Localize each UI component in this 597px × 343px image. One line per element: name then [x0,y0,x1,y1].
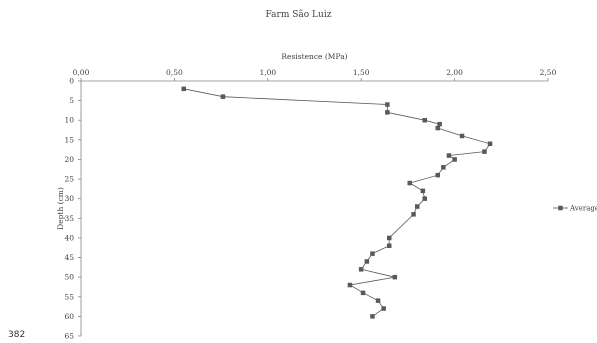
data-point-marker [420,188,426,194]
y-tick-label: 15 [64,135,74,144]
data-point-marker [392,274,398,280]
data-point-marker [482,149,487,154]
x-tick-label: 2,50 [540,68,557,77]
y-tick-label: 5 [69,96,74,105]
data-point-marker [411,212,416,217]
data-point-marker [358,267,364,272]
y-tick-label: 20 [64,155,74,164]
x-tick-label: 1,00 [259,68,276,77]
x-tick-label: 2,00 [446,68,463,77]
series-average [181,86,493,319]
x-tick-label: 0,00 [73,68,90,77]
data-point-marker [422,196,427,201]
series-markers [181,86,493,319]
data-point-marker [387,243,392,248]
y-tick-label: 10 [64,116,74,125]
y-tick-label: 0 [69,77,74,86]
chart-axes: 0,00 0,50 1,00 1,50 2,00 2,50 0 5 10 15 20 25 30 35 4… [64,68,556,341]
data-point-marker [452,157,457,162]
data-point-marker [347,282,353,288]
y-tick-label: 60 [64,312,74,321]
data-point-marker [387,235,392,241]
legend: Average [553,205,597,213]
data-point-marker [441,165,446,170]
y-tick-label: 25 [64,175,74,184]
data-point-marker [375,298,381,303]
legend-marker [558,205,563,211]
y-axis-title: Depth (cm) [56,187,65,230]
data-point-marker [364,259,370,264]
data-point-marker [381,306,386,311]
legend-label: Average [569,205,597,213]
data-point-marker [220,94,226,99]
data-point-marker [385,110,390,115]
data-point-marker [407,180,412,186]
data-point-marker [446,153,452,158]
y-tick-label: 35 [64,214,74,223]
data-point-marker [370,251,375,256]
y-tick-label: 55 [64,292,74,301]
data-point-marker [437,121,442,127]
series-line [183,88,491,317]
page-number: 382 [8,330,26,340]
data-point-marker [181,86,186,92]
y-axis-ticks: 0 5 10 15 20 25 30 35 40 45 50 55 60 65 [64,77,81,341]
y-tick-label: 45 [64,253,74,262]
y-tick-label: 65 [64,332,74,341]
chart-title: Farm São Luiz [265,10,332,20]
data-point-marker [370,314,375,319]
data-point-marker [435,172,440,178]
x-tick-label: 1,50 [353,68,370,77]
y-tick-label: 30 [64,194,74,203]
x-tick-label: 0,50 [166,68,183,77]
x-axis-ticks: 0,00 0,50 1,00 1,50 2,00 2,50 [73,68,557,81]
data-point-marker [487,141,493,146]
y-tick-label: 40 [64,233,74,242]
data-point-marker [459,133,465,139]
x-axis-title: Resistence (MPa) [281,52,347,61]
data-point-marker [415,204,420,209]
data-point-marker [360,290,366,296]
data-point-marker [385,102,390,107]
data-point-marker [435,125,440,131]
data-point-marker [422,118,427,123]
y-tick-label: 50 [64,273,74,282]
